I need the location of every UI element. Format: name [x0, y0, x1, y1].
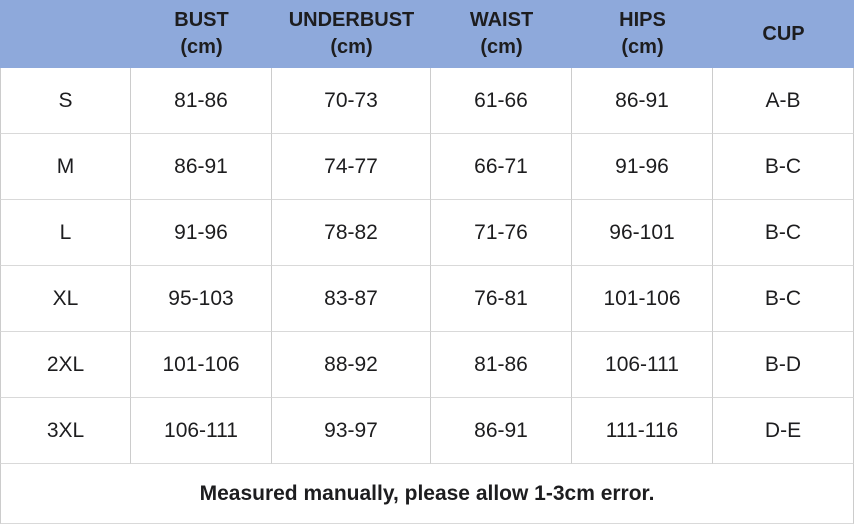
cell-l-underbust: 78-82 — [272, 200, 431, 266]
cell-m-bust: 86-91 — [131, 134, 272, 200]
header-cell-underbust: UNDERBUST (cm) — [272, 0, 431, 68]
header-unit: (cm) — [480, 36, 523, 58]
cell-xl-waist: 76-81 — [431, 266, 572, 332]
cell-2xl-bust: 101-106 — [131, 332, 272, 398]
cell-3xl-hips: 111-116 — [572, 398, 713, 464]
cell-l-waist: 71-76 — [431, 200, 572, 266]
cell-s-bust: 81-86 — [131, 68, 272, 134]
header-label: HIPS — [619, 9, 666, 31]
cell-2xl-cup: B-D — [713, 332, 854, 398]
cell-2xl-underbust: 88-92 — [272, 332, 431, 398]
cell-2xl-waist: 81-86 — [431, 332, 572, 398]
size-label-2xl: 2XL — [0, 332, 131, 398]
header-unit: (cm) — [180, 36, 223, 58]
cell-2xl-hips: 106-111 — [572, 332, 713, 398]
cell-m-underbust: 74-77 — [272, 134, 431, 200]
size-label-m: M — [0, 134, 131, 200]
cell-xl-underbust: 83-87 — [272, 266, 431, 332]
cell-m-cup: B-C — [713, 134, 854, 200]
cell-m-hips: 91-96 — [572, 134, 713, 200]
cell-l-hips: 96-101 — [572, 200, 713, 266]
cell-3xl-bust: 106-111 — [131, 398, 272, 464]
cell-3xl-underbust: 93-97 — [272, 398, 431, 464]
header-label: UNDERBUST — [288, 9, 415, 31]
cell-s-hips: 86-91 — [572, 68, 713, 134]
header-unit: (cm) — [621, 36, 664, 58]
cell-l-cup: B-C — [713, 200, 854, 266]
footer-note: Measured manually, please allow 1-3cm er… — [0, 464, 854, 524]
size-label-xl: XL — [0, 266, 131, 332]
cell-s-cup: A-B — [713, 68, 854, 134]
header-cell-bust: BUST (cm) — [131, 0, 272, 68]
cell-xl-cup: B-C — [713, 266, 854, 332]
header-label: BUST — [174, 9, 229, 31]
cell-xl-bust: 95-103 — [131, 266, 272, 332]
cell-m-waist: 66-71 — [431, 134, 572, 200]
size-label-l: L — [0, 200, 131, 266]
header-cell-cup: CUP — [713, 0, 854, 68]
size-label-3xl: 3XL — [0, 398, 131, 464]
header-label: WAIST — [469, 9, 534, 31]
cell-xl-hips: 101-106 — [572, 266, 713, 332]
header-label: CUP — [762, 22, 805, 45]
size-label-s: S — [0, 68, 131, 134]
header-unit: (cm) — [330, 36, 373, 58]
cell-l-bust: 91-96 — [131, 200, 272, 266]
cell-3xl-cup: D-E — [713, 398, 854, 464]
cell-s-waist: 61-66 — [431, 68, 572, 134]
header-cell-size — [0, 0, 131, 68]
header-cell-waist: WAIST (cm) — [431, 0, 572, 68]
header-cell-hips: HIPS (cm) — [572, 0, 713, 68]
cell-s-underbust: 70-73 — [272, 68, 431, 134]
cell-3xl-waist: 86-91 — [431, 398, 572, 464]
